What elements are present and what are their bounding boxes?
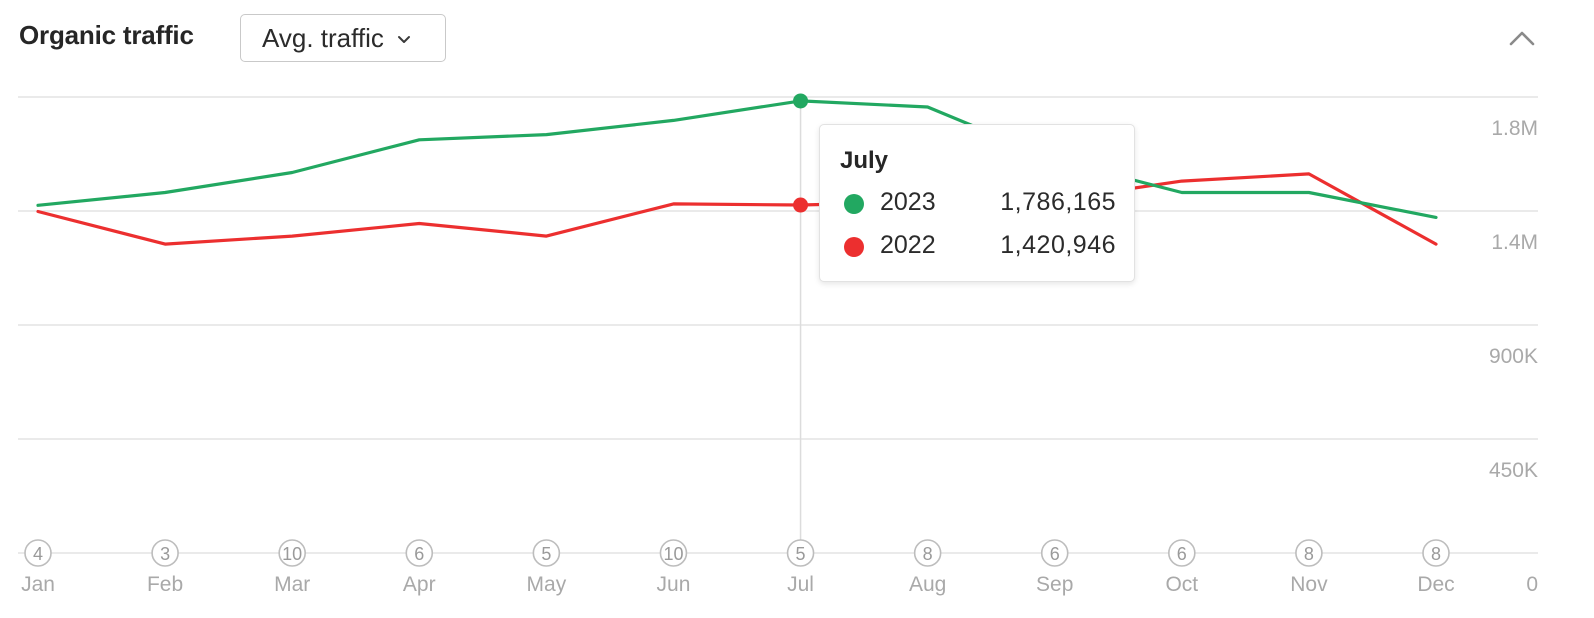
chart-title: Organic traffic xyxy=(19,20,194,50)
annotation-marker xyxy=(151,539,179,567)
x-tick-label: Mar xyxy=(274,573,310,596)
chart-tooltip: July 2023 1,786,165 2022 1,420,946 xyxy=(819,124,1135,282)
annotation-marker xyxy=(532,539,561,567)
y-tick-label: 0 xyxy=(1526,573,1538,596)
annotation-marker xyxy=(1168,539,1196,567)
x-tick-label: Dec xyxy=(1417,573,1454,596)
annotation-count: 8 xyxy=(923,544,933,564)
tooltip-year: 2022 xyxy=(880,231,936,259)
y-tick-label: 900K xyxy=(1489,345,1538,368)
annotation-marker xyxy=(1040,539,1069,567)
y-tick-label: 1.4M xyxy=(1491,231,1538,254)
annotation-count: 6 xyxy=(1050,544,1060,564)
annotation-count: 10 xyxy=(282,544,302,564)
annotation-count: 6 xyxy=(1177,544,1187,564)
annotation-marker xyxy=(659,539,688,567)
annotation-count: 3 xyxy=(160,544,170,564)
chevron-down-icon xyxy=(397,36,410,43)
x-tick-label: Apr xyxy=(403,573,436,596)
x-tick-label: Nov xyxy=(1290,573,1328,596)
annotation-count: 4 xyxy=(33,544,43,564)
x-tick-label: Aug xyxy=(909,573,946,596)
annotation-marker xyxy=(1422,539,1450,567)
tooltip-value: 1,420,946 xyxy=(1000,231,1116,259)
x-tick-label: Sep xyxy=(1036,573,1073,596)
series-line-2022 xyxy=(36,172,1438,246)
y-tick-label: 450K xyxy=(1489,459,1538,482)
y-tick-label: 1.8M xyxy=(1491,117,1538,140)
annotation-marker xyxy=(786,539,815,567)
traffic-metric-dropdown[interactable]: Avg. traffic xyxy=(240,14,446,62)
tooltip-title: July xyxy=(840,147,889,174)
tooltip-value: 1,786,165 xyxy=(1000,188,1116,216)
annotation-count: 6 xyxy=(414,544,424,564)
x-tick-label: Feb xyxy=(147,573,183,596)
x-tick-label: Jan xyxy=(21,573,55,596)
annotation-count: 10 xyxy=(663,544,683,564)
annotation-count: 8 xyxy=(1304,544,1314,564)
annotation-marker xyxy=(913,539,942,567)
tooltip-row-2023: 2023 1,786,165 xyxy=(840,188,1120,220)
x-tick-label: May xyxy=(527,573,567,596)
dropdown-label: Avg. traffic xyxy=(262,22,384,53)
chart-header: Organic traffic Avg. traffic xyxy=(0,0,1594,80)
chevron-up-icon[interactable] xyxy=(1504,24,1540,54)
annotation-marker xyxy=(278,539,306,567)
tooltip-year: 2023 xyxy=(880,188,936,216)
annotation-marker xyxy=(24,539,52,567)
series-dot-2023 xyxy=(844,194,864,214)
annotation-count: 8 xyxy=(1431,544,1441,564)
x-tick-label: Jul xyxy=(787,573,814,596)
annotation-count: 5 xyxy=(541,544,551,564)
series-line-2023 xyxy=(36,99,1438,219)
tooltip-row-2022: 2022 1,420,946 xyxy=(840,231,1120,263)
data-point-2023 xyxy=(793,93,809,109)
series-dot-2022 xyxy=(844,237,864,257)
annotation-count: 5 xyxy=(796,544,806,564)
x-tick-label: Oct xyxy=(1165,573,1198,596)
annotation-marker xyxy=(405,539,434,567)
annotation-marker xyxy=(1295,539,1323,567)
data-point-2022 xyxy=(793,197,809,213)
x-tick-label: Jun xyxy=(657,573,691,596)
